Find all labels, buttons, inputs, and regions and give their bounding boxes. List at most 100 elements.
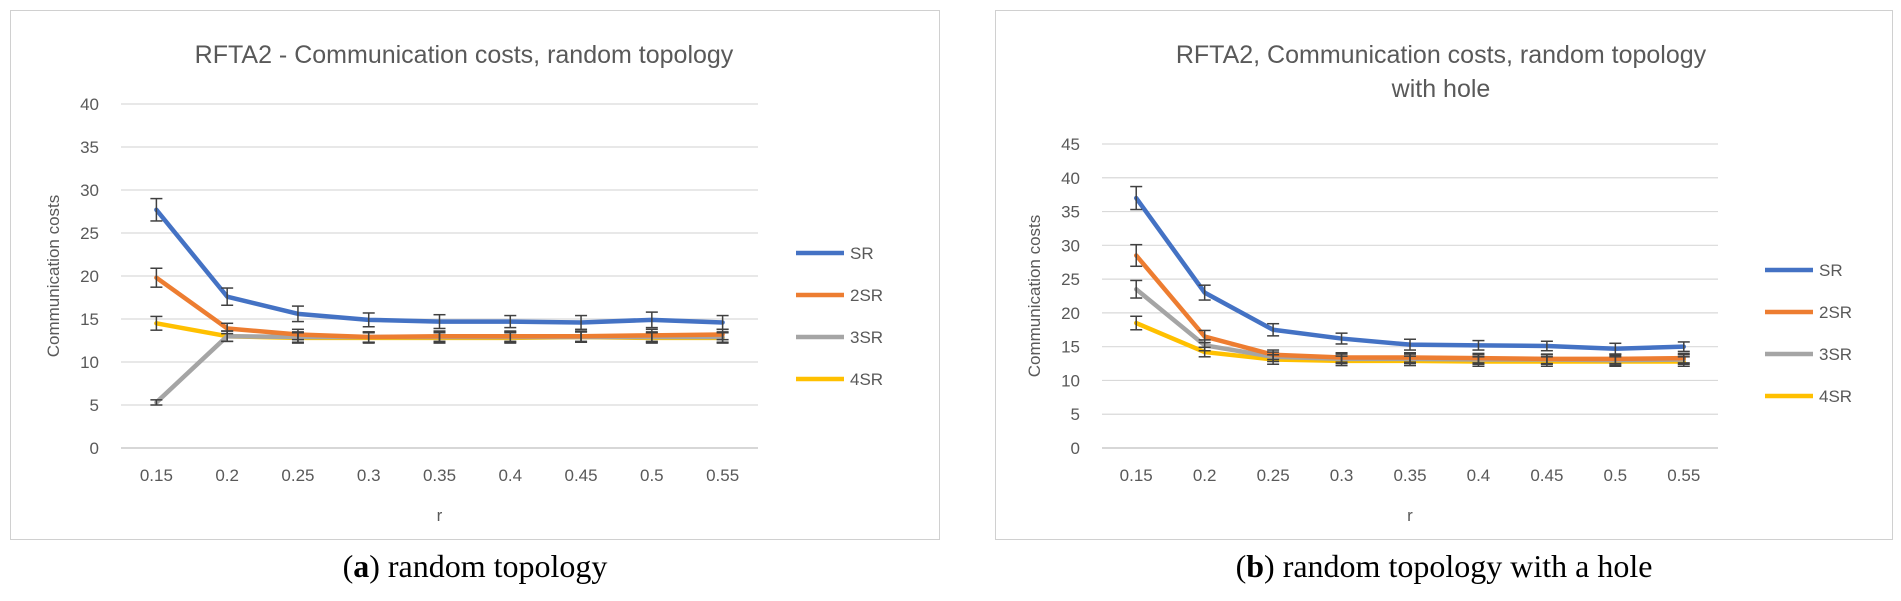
- y-tick-label: 30: [80, 181, 99, 200]
- x-axis-title: r: [1407, 506, 1413, 525]
- x-tick-label: 0.2: [215, 466, 239, 485]
- error-bar-4sr: [291, 332, 304, 344]
- legend-label-3sr: 3SR: [1819, 345, 1852, 364]
- error-bar-2sr: [150, 267, 163, 288]
- y-tick-label: 40: [80, 95, 99, 114]
- y-tick-label: 5: [1071, 405, 1080, 424]
- chart-panel-b: RFTA2, Communication costs, random topol…: [995, 10, 1893, 540]
- y-tick-label: 10: [80, 353, 99, 372]
- x-tick-label: 0.3: [1330, 466, 1354, 485]
- error-bar-4sr: [433, 332, 446, 344]
- y-tick-label: 35: [1061, 203, 1080, 222]
- error-bar-sr: [1198, 284, 1211, 301]
- error-bar-4sr: [1472, 356, 1485, 368]
- y-tick-label: 0: [90, 439, 99, 458]
- caption-a-text: random topology: [379, 548, 608, 584]
- y-tick-label: 15: [1061, 338, 1080, 357]
- x-tick-label: 0.35: [1393, 466, 1426, 485]
- chart-panel-a: RFTA2 - Communication costs, random topo…: [10, 10, 940, 540]
- x-tick-label: 0.25: [1257, 466, 1290, 485]
- y-tick-label: 25: [80, 224, 99, 243]
- x-tick-label: 0.2: [1193, 466, 1217, 485]
- y-tick-label: 10: [1061, 371, 1080, 390]
- error-bar-4sr: [716, 332, 729, 344]
- caption-b: (b) random topology with a hole: [1235, 548, 1653, 584]
- x-tick-label: 0.5: [1604, 466, 1628, 485]
- error-bar-sr: [291, 305, 304, 323]
- series-line-3sr: [154, 333, 725, 405]
- error-bar-4sr: [645, 332, 658, 344]
- chart-b-svg: RFTA2, Communication costs, random topol…: [1025, 41, 1852, 525]
- error-bar-3sr: [150, 399, 163, 406]
- error-bar-3sr: [1130, 279, 1143, 299]
- y-tick-label: 45: [1061, 135, 1080, 154]
- y-tick-label: 0: [1071, 439, 1080, 458]
- x-tick-label: 0.55: [706, 466, 739, 485]
- x-tick-label: 0.15: [140, 466, 173, 485]
- legend-label-sr: SR: [1819, 261, 1843, 280]
- error-bar-4sr: [221, 330, 234, 343]
- y-tick-label: 5: [90, 396, 99, 415]
- error-bar-4sr: [1677, 356, 1690, 368]
- legend-label-3sr: 3SR: [850, 328, 883, 347]
- y-tick-label: 20: [1061, 304, 1080, 323]
- error-bar-sr: [1335, 332, 1348, 345]
- error-bar-sr: [645, 311, 658, 329]
- error-bar-sr: [362, 312, 375, 328]
- y-tick-label: 25: [1061, 270, 1080, 289]
- error-bar-sr: [504, 314, 517, 329]
- y-tick-label: 40: [1061, 169, 1080, 188]
- x-tick-label: 0.25: [281, 466, 314, 485]
- error-bar-sr: [1267, 322, 1280, 337]
- y-tick-label: 35: [80, 138, 99, 157]
- error-bar-sr: [1404, 338, 1416, 351]
- y-tick-label: 30: [1061, 236, 1080, 255]
- series-line-sr: [1133, 195, 1687, 351]
- legend-label-4sr: 4SR: [850, 370, 883, 389]
- x-tick-label: 0.4: [1467, 466, 1491, 485]
- error-bar-4sr: [1404, 355, 1416, 367]
- legend-label-2sr: 2SR: [1819, 303, 1852, 322]
- error-bar-4sr: [1609, 356, 1622, 368]
- chart-title: with hole: [1391, 75, 1491, 103]
- error-bar-4sr: [1335, 355, 1348, 367]
- x-tick-label: 0.55: [1667, 466, 1700, 485]
- legend-label-sr: SR: [850, 244, 874, 263]
- error-bar-4sr: [504, 332, 517, 344]
- x-tick-label: 0.35: [423, 466, 456, 485]
- caption-b-letter: b: [1246, 548, 1265, 584]
- error-bar-4sr: [362, 332, 375, 344]
- error-bar-4sr: [1267, 354, 1280, 365]
- error-bar-sr: [1472, 339, 1485, 351]
- y-tick-label: 15: [80, 310, 99, 329]
- y-axis-title: Communication costs: [44, 195, 63, 358]
- caption-a: (a) random topology: [342, 548, 608, 584]
- error-bar-sr: [1130, 185, 1143, 211]
- y-axis-title: Communication costs: [1025, 215, 1044, 378]
- series-line-sr: [154, 207, 725, 325]
- x-axis-title: r: [437, 506, 443, 525]
- error-bar-4sr: [1130, 315, 1143, 331]
- x-tick-label: 0.3: [357, 466, 381, 485]
- error-bar-sr: [575, 314, 588, 331]
- x-tick-label: 0.45: [565, 466, 598, 485]
- error-bar-4sr: [575, 331, 588, 343]
- error-bar-4sr: [150, 315, 163, 331]
- legend-label-4sr: 4SR: [1819, 387, 1852, 406]
- error-bar-2sr: [1130, 243, 1143, 268]
- chart-a-svg: RFTA2 - Communication costs, random topo…: [44, 41, 883, 525]
- error-bar-sr: [1540, 340, 1553, 352]
- error-bar-sr: [1677, 341, 1690, 353]
- x-tick-label: 0.5: [640, 466, 664, 485]
- x-tick-label: 0.45: [1530, 466, 1563, 485]
- x-tick-label: 0.4: [498, 466, 522, 485]
- error-bar-sr: [150, 197, 163, 222]
- error-bar-sr: [433, 313, 446, 330]
- error-bar-4sr: [1198, 346, 1211, 358]
- chart-title: RFTA2 - Communication costs, random topo…: [195, 41, 734, 69]
- caption-a-letter: a: [353, 548, 370, 584]
- error-bar-4sr: [1540, 356, 1553, 368]
- legend-label-2sr: 2SR: [850, 286, 883, 305]
- error-bar-sr: [221, 287, 234, 306]
- chart-title: RFTA2, Communication costs, random topol…: [1176, 41, 1707, 69]
